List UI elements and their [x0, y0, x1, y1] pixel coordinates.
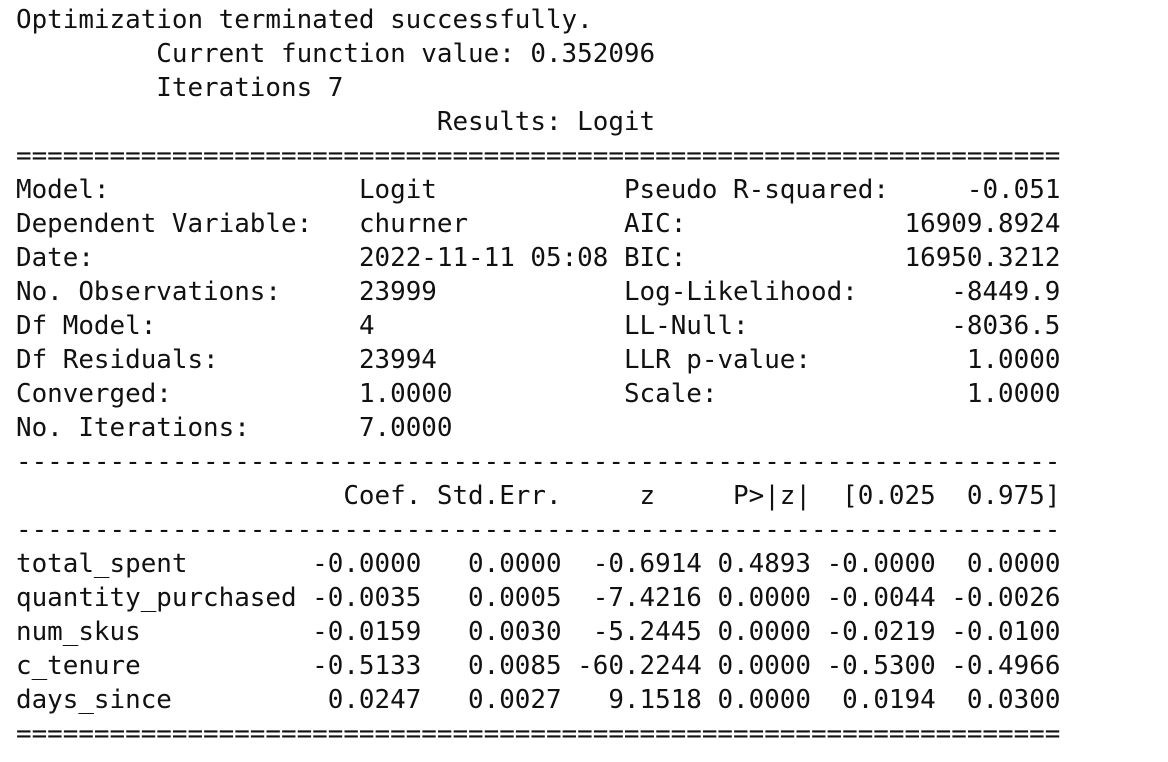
summary-stat-label: AIC:	[623, 209, 687, 239]
coef-variable: num_skus	[16, 617, 297, 647]
coef-cell-coef: 0.0247	[296, 685, 422, 715]
summary-label: Df Model:	[16, 311, 157, 341]
coef-table: total_spent -0.0000 0.0000 -0.6914 0.489…	[16, 547, 1060, 717]
coef-header-4: [0.025	[811, 481, 936, 511]
coef-cell-ci_high: -0.0100	[935, 617, 1061, 647]
summary-label: Converged:	[16, 379, 172, 409]
coef-header-5: 0.975]	[935, 481, 1061, 511]
summary-row: Converged: 1.0000 Scale: 1.0000	[16, 377, 1060, 411]
coef-variable: days_since	[16, 685, 297, 715]
summary-stat-value: -8449.9	[904, 277, 1061, 307]
coef-row: num_skus -0.0159 0.0030 -5.2445 0.0000 -…	[16, 615, 1060, 649]
double-rule-bottom: ========================================…	[16, 719, 1061, 749]
summary-row: No. Iterations: 7.0000	[16, 411, 1060, 445]
summary-label: Model:	[16, 175, 110, 205]
coef-header-row: Coef. Std.Err. z P>|z| [0.025 0.975]	[16, 479, 1060, 513]
coef-cell-coef: -0.0159	[296, 617, 422, 647]
model-summary-table: Model: Logit Pseudo R-squared: -0.051 Dep…	[16, 173, 1060, 445]
summary-stat-label: BIC:	[623, 243, 687, 273]
coef-cell-z: 9.1518	[561, 685, 702, 715]
coef-variable: c_tenure	[16, 651, 297, 681]
summary-stat-label: Pseudo R-squared:	[623, 175, 889, 205]
single-rule-mid: ----------------------------------------…	[16, 447, 1061, 477]
console-output: Optimization terminated successfully. Cu…	[16, 3, 1060, 751]
summary-value: 4	[358, 311, 375, 341]
coef-cell-std_err: 0.0085	[421, 651, 562, 681]
summary-label: Date:	[16, 243, 94, 273]
coef-cell-z: -7.4216	[561, 583, 702, 613]
summary-row: Dependent Variable: churner AIC: 16909.8…	[16, 207, 1060, 241]
summary-row: Date: 2022-11-11 05:08 BIC: 16950.3212	[16, 241, 1060, 275]
coef-header-0: Coef.	[296, 481, 422, 511]
coef-cell-z: -60.2244	[561, 651, 702, 681]
coef-cell-z: -5.2445	[561, 617, 702, 647]
summary-row: No. Observations: 23999 Log-Likelihood: …	[16, 275, 1060, 309]
summary-stat-label: Scale:	[623, 379, 718, 409]
coef-cell-ci_high: -0.0026	[935, 583, 1061, 613]
summary-value: 1.0000	[358, 379, 453, 409]
summary-value: churner	[358, 209, 469, 239]
summary-value: Logit	[358, 175, 437, 205]
summary-stat-value: 16909.8924	[904, 209, 1061, 239]
coef-cell-ci_low: 0.0194	[811, 685, 936, 715]
coef-row: total_spent -0.0000 0.0000 -0.6914 0.489…	[16, 547, 1060, 581]
summary-stat-label: LLR p-value:	[623, 345, 811, 375]
coef-cell-coef: -0.0035	[296, 583, 422, 613]
summary-label: No. Iterations:	[16, 413, 250, 443]
coef-cell-z: -0.6914	[561, 549, 702, 579]
summary-row: Df Residuals: 23994 LLR p-value: 1.0000	[16, 343, 1060, 377]
coef-cell-p: 0.0000	[701, 651, 811, 681]
summary-stat-value: -0.051	[904, 175, 1061, 205]
coef-cell-ci_high: 0.0000	[935, 549, 1061, 579]
coef-header-1: Std.Err.	[421, 481, 562, 511]
coef-cell-ci_high: -0.4966	[935, 651, 1061, 681]
coef-cell-std_err: 0.0027	[421, 685, 562, 715]
summary-stat-value: 1.0000	[904, 345, 1061, 375]
coef-header-3: P>|z|	[701, 481, 811, 511]
coef-row: c_tenure -0.5133 0.0085 -60.2244 0.0000 …	[16, 649, 1060, 683]
summary-stat-label: Log-Likelihood:	[623, 277, 858, 307]
coef-header-2: z	[561, 481, 702, 511]
coef-cell-ci_low: -0.0044	[811, 583, 936, 613]
single-rule-header: ----------------------------------------…	[16, 515, 1061, 545]
results-title: Results: Logit	[16, 107, 656, 137]
summary-stat-label: LL-Null:	[623, 311, 749, 341]
coef-variable: total_spent	[16, 549, 297, 579]
coef-cell-std_err: 0.0005	[421, 583, 562, 613]
coef-cell-ci_low: -0.0219	[811, 617, 936, 647]
summary-label: Df Residuals:	[16, 345, 219, 375]
coef-cell-p: 0.0000	[701, 685, 811, 715]
function-value-line: Current function value: 0.352096	[16, 39, 656, 69]
summary-stat-value: 1.0000	[904, 379, 1061, 409]
double-rule-top: ========================================…	[16, 141, 1061, 171]
summary-row: Model: Logit Pseudo R-squared: -0.051	[16, 173, 1060, 207]
summary-stat-value: 16950.3212	[904, 243, 1061, 273]
summary-value: 7.0000	[358, 413, 453, 443]
coef-cell-p: 0.4893	[701, 549, 811, 579]
coef-cell-ci_low: -0.5300	[811, 651, 936, 681]
summary-value: 2022-11-11 05:08	[358, 243, 609, 273]
coef-cell-std_err: 0.0000	[421, 549, 562, 579]
status-line: Optimization terminated successfully.	[16, 5, 593, 35]
coef-row: quantity_purchased -0.0035 0.0005 -7.421…	[16, 581, 1060, 615]
coef-cell-ci_high: 0.0300	[935, 685, 1061, 715]
summary-row: Df Model: 4 LL-Null: -8036.5	[16, 309, 1060, 343]
coef-cell-std_err: 0.0030	[421, 617, 562, 647]
coef-row: days_since 0.0247 0.0027 9.1518 0.0000 0…	[16, 683, 1060, 717]
coef-cell-ci_low: -0.0000	[811, 549, 936, 579]
summary-label: Dependent Variable:	[16, 209, 313, 239]
summary-value: 23994	[358, 345, 437, 375]
summary-stat-value: -8036.5	[904, 311, 1061, 341]
coef-variable: quantity_purchased	[16, 583, 297, 613]
coef-cell-p: 0.0000	[701, 583, 811, 613]
summary-value: 23999	[358, 277, 437, 307]
summary-label: No. Observations:	[16, 277, 281, 307]
coef-cell-p: 0.0000	[701, 617, 811, 647]
coef-cell-coef: -0.5133	[296, 651, 422, 681]
coef-cell-coef: -0.0000	[296, 549, 422, 579]
iterations-line: Iterations 7	[16, 73, 344, 103]
